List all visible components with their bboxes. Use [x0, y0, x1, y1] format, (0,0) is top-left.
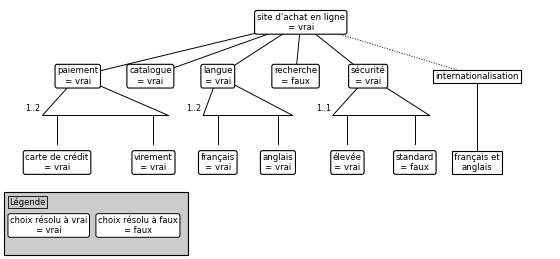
- Text: internationalisation: internationalisation: [435, 72, 519, 81]
- Text: 1..2: 1..2: [186, 104, 201, 113]
- Text: site d'achat en ligne
= vrai: site d'achat en ligne = vrai: [256, 13, 345, 32]
- Text: paiement
= vrai: paiement = vrai: [57, 67, 99, 86]
- Text: élevée
= vrai: élevée = vrai: [333, 153, 362, 172]
- Text: choix résolu à vrai
= vrai: choix résolu à vrai = vrai: [10, 216, 87, 235]
- Text: 1..1: 1..1: [316, 104, 331, 113]
- Text: catalogue
= vrai: catalogue = vrai: [129, 67, 172, 86]
- Text: langue
= vrai: langue = vrai: [203, 67, 232, 86]
- Text: virement
= vrai: virement = vrai: [134, 153, 173, 172]
- Text: carte de crédit
= vrai: carte de crédit = vrai: [25, 153, 88, 172]
- Text: français et
anglais: français et anglais: [454, 153, 500, 172]
- Text: standard
= faux: standard = faux: [396, 153, 434, 172]
- Text: français
= vrai: français = vrai: [200, 153, 235, 172]
- Text: sécurité
= vrai: sécurité = vrai: [351, 67, 385, 86]
- Text: recherche
= faux: recherche = faux: [274, 67, 317, 86]
- Text: 1..2: 1..2: [25, 104, 40, 113]
- Text: choix résolu à faux
= faux: choix résolu à faux = faux: [98, 216, 178, 235]
- Text: Légende: Légende: [10, 197, 46, 206]
- FancyBboxPatch shape: [4, 192, 188, 255]
- Text: anglais
= vrai: anglais = vrai: [263, 153, 293, 172]
